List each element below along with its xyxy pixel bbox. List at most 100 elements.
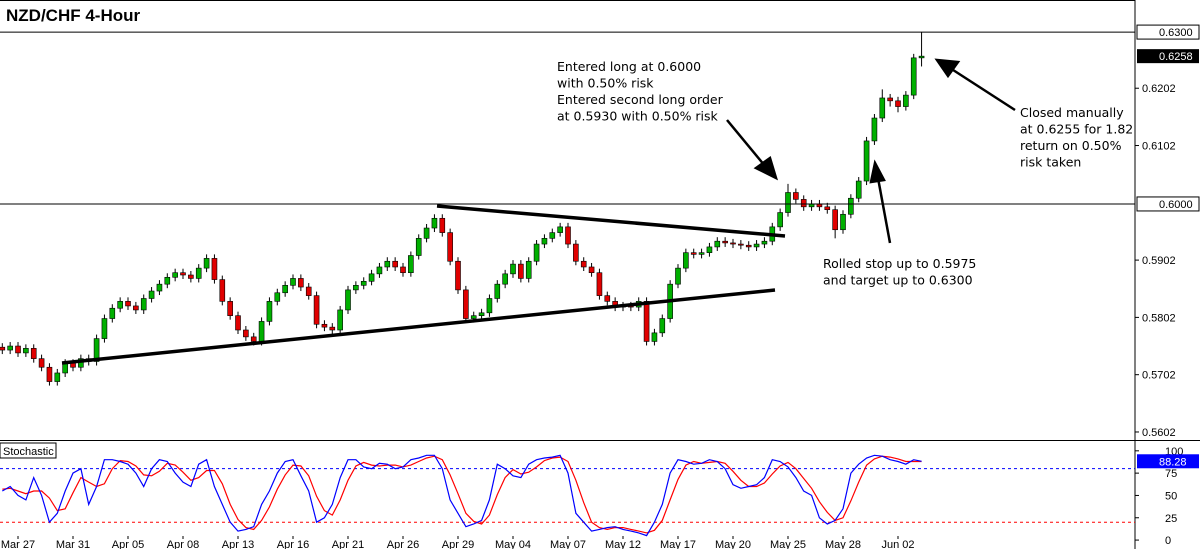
candle-body	[266, 301, 273, 322]
candle-body	[392, 260, 398, 268]
candle-body	[580, 260, 587, 268]
candle-body	[855, 180, 862, 199]
candle-body	[604, 295, 611, 302]
candle-body	[23, 348, 29, 354]
candle-body	[698, 252, 705, 255]
candle-body	[588, 266, 595, 274]
candle-body	[887, 97, 893, 102]
chart-title: NZD/CHF 4-Hour	[6, 6, 140, 25]
x-tick-label: May 12	[605, 539, 641, 549]
candle-body	[408, 255, 414, 274]
arrow-line	[876, 177, 892, 244]
stochastic-line	[2, 454, 922, 537]
candle-body	[93, 338, 100, 362]
y-tick-label: 0.6202	[1142, 83, 1176, 95]
candle-body	[54, 372, 61, 382]
y-tick-label: 25	[1165, 513, 1177, 525]
annotation: Closed manually	[1020, 105, 1124, 120]
candle-body	[714, 240, 721, 248]
candle-body	[38, 358, 45, 368]
candle-body	[738, 243, 744, 246]
candle-body	[219, 279, 226, 302]
candle-body	[360, 281, 367, 286]
candle-body	[109, 307, 116, 319]
x-tick-label: Apr 21	[332, 539, 364, 549]
x-tick-label: May 04	[495, 539, 531, 549]
annotation: return on 0.50%	[1020, 138, 1122, 153]
x-tick-label: Apr 05	[112, 539, 144, 549]
candle-body	[879, 97, 886, 119]
annotation: at 0.6255 for 1.82	[1020, 122, 1133, 137]
y-tick-label: 0.5802	[1142, 312, 1176, 324]
arrow-head	[934, 58, 961, 79]
candle-body	[172, 272, 178, 278]
candle-body	[903, 94, 909, 107]
candle-body	[533, 243, 540, 262]
arrow-head	[753, 155, 779, 181]
y-tick-label: 0.5702	[1142, 370, 1176, 382]
candle-body	[250, 336, 257, 342]
candle-body	[675, 267, 681, 285]
candle-body	[400, 266, 406, 274]
candle-body	[140, 298, 147, 311]
candle-body	[195, 267, 202, 279]
candle-body	[423, 227, 430, 239]
candle-body	[125, 301, 131, 307]
candle-body	[463, 289, 469, 319]
arrow-line	[726, 119, 766, 167]
candle-body	[832, 209, 838, 231]
x-tick-label: Apr 26	[387, 539, 419, 549]
candle-body	[824, 206, 831, 210]
candle-body	[895, 100, 901, 107]
annotation: Entered long at 0.6000	[557, 59, 701, 74]
candle-body	[557, 226, 563, 233]
candle-body	[549, 232, 556, 239]
x-tick-label: May 28	[825, 539, 861, 549]
candle-body	[101, 318, 108, 339]
candle-body	[298, 278, 304, 288]
candle-body	[863, 140, 870, 182]
y-tick-label: 0.5602	[1142, 427, 1176, 439]
candle-body	[70, 362, 76, 368]
candle-body	[525, 260, 532, 279]
last-price-label: 0.6258	[1159, 51, 1193, 63]
x-tick-label: Mar 27	[1, 539, 35, 549]
candle-body	[235, 315, 241, 331]
candle-body	[274, 292, 281, 302]
x-tick-label: Apr 29	[442, 539, 474, 549]
candle-body	[337, 309, 343, 331]
x-tick-label: Apr 08	[167, 539, 199, 549]
candle-body	[329, 326, 336, 331]
candle-body	[447, 232, 453, 262]
candle-body	[455, 260, 461, 291]
x-tick-label: May 20	[715, 539, 751, 549]
candle-body	[211, 258, 218, 280]
annotation: at 0.5930 with 0.50% risk	[557, 109, 719, 124]
candle-body	[227, 301, 233, 316]
candle-body	[510, 263, 516, 275]
y-tick-label: 0.6102	[1142, 141, 1176, 153]
candle-body	[243, 329, 249, 338]
candle-body	[313, 295, 320, 325]
candle-body	[188, 274, 194, 279]
arrow-head	[869, 159, 886, 184]
candle-body	[305, 286, 312, 296]
candle-body	[596, 272, 603, 296]
y-tick-label: 75	[1165, 468, 1177, 480]
annotation: with 0.50% risk	[557, 76, 654, 91]
candle-body	[478, 312, 485, 316]
candle-body	[353, 285, 359, 291]
candle-body	[290, 278, 296, 286]
arrows	[726, 58, 1016, 244]
candle-body	[643, 301, 650, 342]
candle-body	[683, 252, 689, 269]
candle-body	[777, 212, 783, 228]
candle-body	[470, 315, 477, 319]
last-price-box	[1137, 49, 1199, 64]
candle-body	[871, 117, 878, 142]
candle-body	[7, 345, 13, 351]
candle-body	[133, 305, 139, 311]
candle-body	[730, 242, 736, 245]
candle-body	[541, 238, 548, 245]
candle-body	[282, 285, 288, 294]
